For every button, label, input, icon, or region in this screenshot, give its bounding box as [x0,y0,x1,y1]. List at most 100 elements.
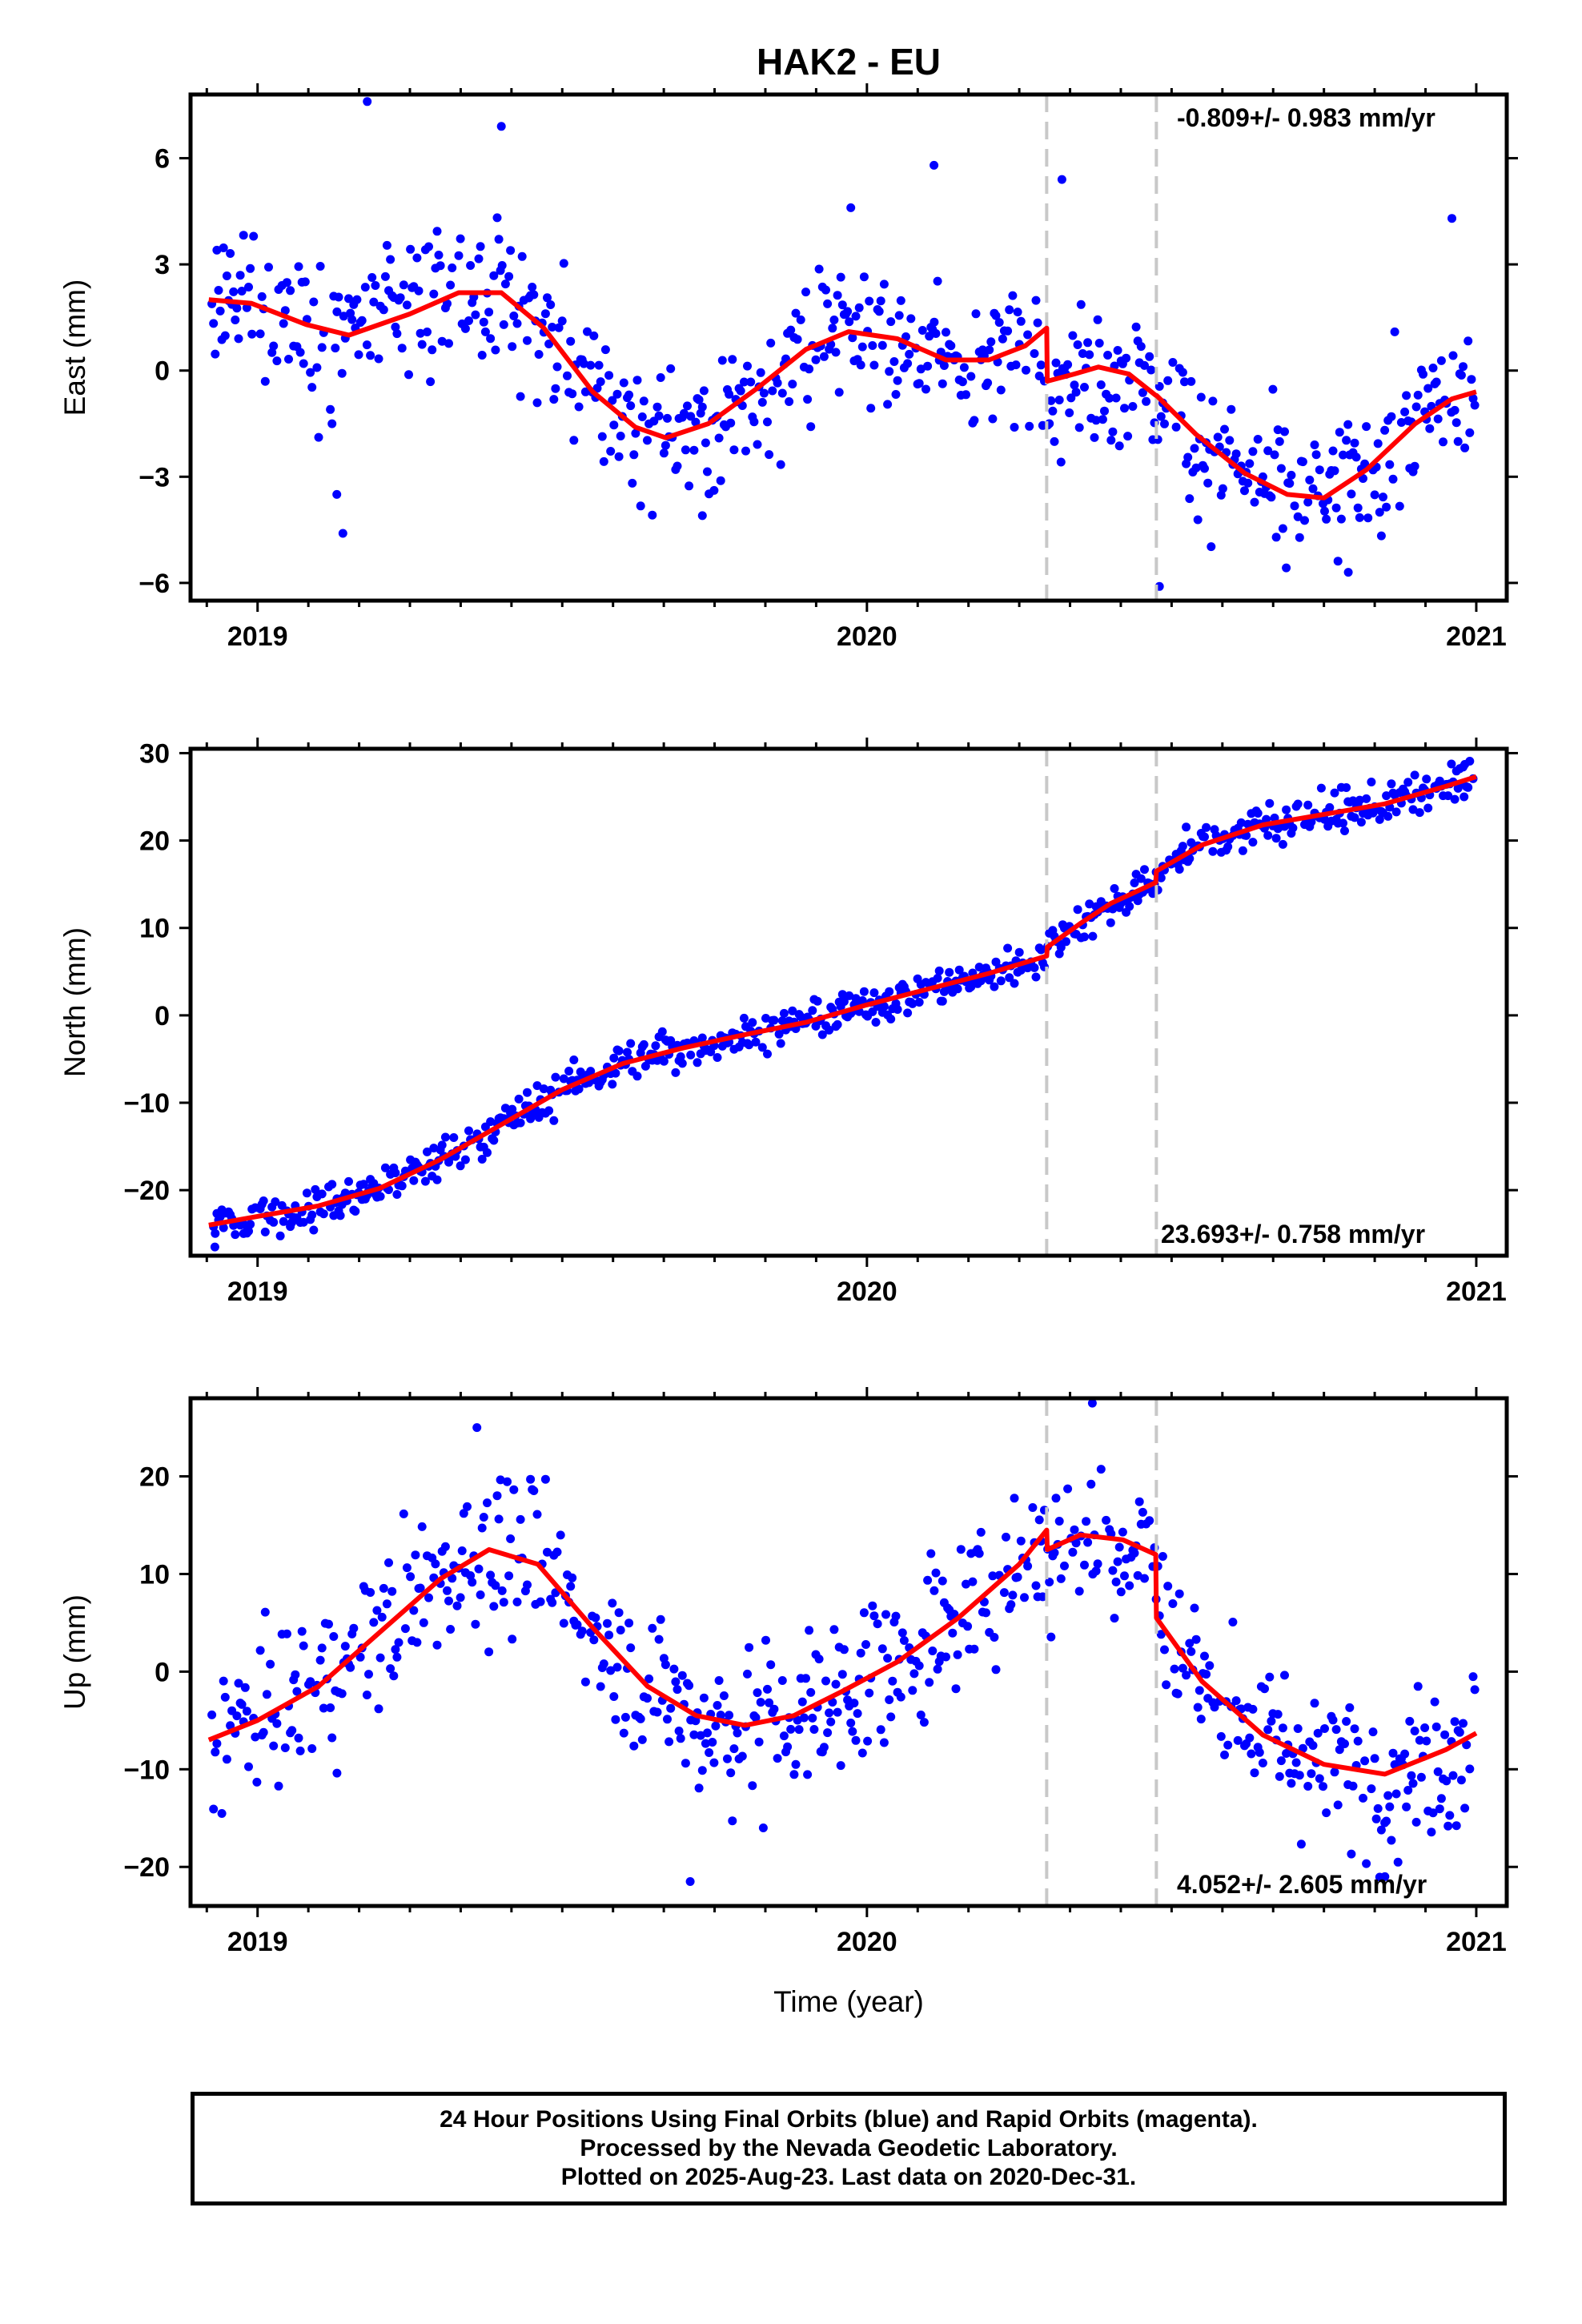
data-point [220,331,230,340]
data-point [1416,1772,1426,1782]
data-point [1342,783,1351,792]
data-point [1353,1736,1363,1746]
data-point [1340,1739,1349,1748]
data-point [1145,352,1154,361]
data-point [474,254,484,263]
data-point [958,377,967,387]
data-point [1060,1561,1069,1570]
data-point [1331,1725,1341,1735]
data-point [1440,1730,1450,1739]
data-point [1255,1747,1264,1757]
data-point [279,1216,288,1226]
data-point [366,351,375,360]
data-point [1310,440,1319,449]
data-point [1078,349,1087,358]
data-point [275,1231,285,1240]
data-point [269,341,279,351]
data-point [1388,474,1398,484]
data-point [568,1573,577,1582]
data-point [694,395,704,404]
data-point [315,262,325,271]
data-point [404,370,413,380]
data-point [1223,842,1233,851]
data-point [429,1144,439,1153]
data-point [600,345,610,355]
data-point [371,281,380,290]
data-point [362,1691,371,1699]
data-point [988,414,998,424]
data-point [888,1676,897,1686]
data-point [701,438,710,448]
data-point [803,395,813,404]
data-point [389,1671,399,1681]
data-point [1335,1745,1344,1755]
data-point [696,1731,705,1740]
data-point [543,293,552,303]
data-point [609,1692,619,1701]
data-point [637,1735,647,1744]
y-tick-label: 10 [139,1559,170,1590]
data-point [728,1816,737,1826]
data-point [1427,1827,1436,1837]
data-point [222,271,231,280]
data-point [280,1743,290,1752]
data-point [1435,1804,1444,1814]
data-point [1134,1497,1144,1506]
data-point [966,372,976,381]
data-point [819,352,829,361]
data-point [1413,390,1423,400]
data-point [1410,461,1419,471]
data-point [823,1728,833,1738]
data-point [756,1698,765,1707]
data-point [1295,1771,1304,1780]
data-point [429,289,439,299]
data-point [1056,943,1066,952]
data-point [569,436,579,445]
data-point [1348,1781,1358,1791]
data-point [998,334,1007,344]
data-point [1422,774,1431,784]
data-point [532,1510,542,1519]
data-point [1130,879,1139,887]
data-point [666,364,676,373]
data-point [639,1039,648,1049]
data-point [1031,972,1041,982]
data-point [1186,838,1196,847]
data-point [1138,388,1147,397]
data-point [859,272,869,282]
data-point [1182,822,1191,832]
data-point [387,1586,397,1596]
data-point [1278,524,1287,533]
data-point [629,450,639,460]
data-point [857,342,867,352]
data-point [337,368,347,378]
data-point [1013,308,1022,317]
data-point [448,1574,457,1583]
data-point [643,436,652,445]
data-point [825,1708,834,1718]
data-point [1028,1503,1038,1512]
data-point [789,1770,799,1779]
data-point [1136,874,1146,883]
data-point [624,1618,634,1628]
data-point [1470,400,1480,410]
data-point [1360,1756,1370,1766]
data-point [826,1717,836,1727]
data-point [1174,865,1184,874]
data-point [1373,439,1383,448]
data-point [785,397,794,406]
data-point [508,1634,517,1644]
data-point [1448,1771,1458,1780]
data-point [599,456,608,466]
data-point [1122,353,1131,363]
data-point [557,316,567,326]
data-point [1006,1600,1016,1610]
data-point [869,1611,879,1621]
data-point [489,271,499,280]
data-point [324,1619,333,1629]
data-point [776,1039,785,1048]
data-point [232,304,242,313]
data-point [793,1715,802,1725]
data-point [716,1711,725,1720]
data-point [586,360,596,370]
